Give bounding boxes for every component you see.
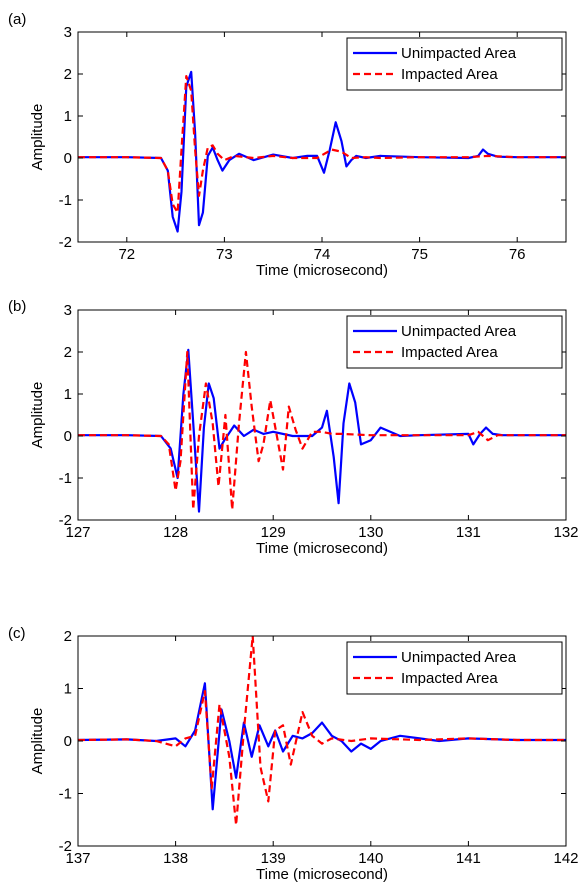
x-tick-label: 141 <box>456 850 481 867</box>
x-tick-label: 132 <box>553 524 578 541</box>
legend: Unimpacted Area Impacted Area <box>346 315 563 369</box>
y-tick-label: 2 <box>64 628 72 645</box>
y-tick-label: 0 <box>64 428 72 445</box>
series-line-impacted <box>78 350 566 511</box>
panel-label: (a) <box>8 11 26 28</box>
y-tick-label: 2 <box>64 66 72 83</box>
axes-box <box>77 309 567 521</box>
y-tick-label: 0 <box>64 733 72 750</box>
x-tick-label: 72 <box>118 246 135 263</box>
y-tick-label: -2 <box>59 512 72 529</box>
legend-label: Impacted Area <box>401 344 498 361</box>
x-tick-label: 129 <box>261 524 286 541</box>
panel-label: (b) <box>8 298 26 315</box>
chart-panel-0: (a) 72 73 74 75 76 -2 -1 0 1 2 3 Time (microsecond) A… <box>8 11 567 279</box>
series-line-unimpacted <box>78 348 566 513</box>
x-tick-label: 130 <box>358 524 383 541</box>
y-axis-label: Amplitude <box>29 708 46 775</box>
legend: Unimpacted Area Impacted Area <box>346 641 563 695</box>
x-tick-label: 76 <box>509 246 526 263</box>
legend-box <box>346 37 563 91</box>
x-tick-label: 75 <box>411 246 428 263</box>
series-line-impacted <box>78 636 566 827</box>
x-tick-label: 139 <box>261 850 286 867</box>
chart-panel-2: (c) 137 138 139 140 141 142 -2 -1 0 1 2 Time (micros… <box>8 625 579 883</box>
panel-label: (c) <box>8 625 26 642</box>
legend-label: Impacted Area <box>401 670 498 687</box>
legend-box <box>346 315 563 369</box>
x-tick-label: 128 <box>163 524 188 541</box>
x-tick-label: 127 <box>65 524 90 541</box>
y-tick-label: 1 <box>64 108 72 125</box>
x-axis-label: Time (microsecond) <box>256 540 388 557</box>
x-tick-label: 142 <box>553 850 578 867</box>
y-axis-label: Amplitude <box>29 382 46 449</box>
y-tick-label: 1 <box>64 386 72 403</box>
y-tick-label: 3 <box>64 24 72 41</box>
y-tick-label: -2 <box>59 234 72 251</box>
series-line-unimpacted <box>78 682 566 811</box>
x-tick-label: 140 <box>358 850 383 867</box>
y-tick-label: 1 <box>64 681 72 698</box>
y-tick-label: -1 <box>59 192 72 209</box>
y-tick-label: 0 <box>64 150 72 167</box>
legend-label: Impacted Area <box>401 66 498 83</box>
y-tick-label: -1 <box>59 470 72 487</box>
x-axis-label: Time (microsecond) <box>256 866 388 883</box>
y-tick-label: -1 <box>59 786 72 803</box>
x-axis-label: Time (microsecond) <box>256 262 388 279</box>
y-tick-label: 3 <box>64 302 72 319</box>
x-tick-label: 74 <box>314 246 331 263</box>
y-axis-label: Amplitude <box>29 104 46 171</box>
series-line-unimpacted <box>78 70 566 233</box>
y-tick-label: 2 <box>64 344 72 361</box>
legend-label: Unimpacted Area <box>401 323 517 340</box>
legend-label: Unimpacted Area <box>401 649 517 666</box>
x-tick-label: 137 <box>65 850 90 867</box>
x-tick-label: 138 <box>163 850 188 867</box>
x-tick-label: 73 <box>216 246 233 263</box>
x-tick-label: 131 <box>456 524 481 541</box>
legend-box <box>346 641 563 695</box>
y-tick-label: -2 <box>59 838 72 855</box>
chart-panel-1: (b) 127 128 129 130 131 132 -2 -1 0 1 2 3 Time (micro… <box>8 298 579 557</box>
series-line-impacted <box>78 74 566 214</box>
legend-label: Unimpacted Area <box>401 45 517 62</box>
legend: Unimpacted Area Impacted Area <box>346 37 563 91</box>
